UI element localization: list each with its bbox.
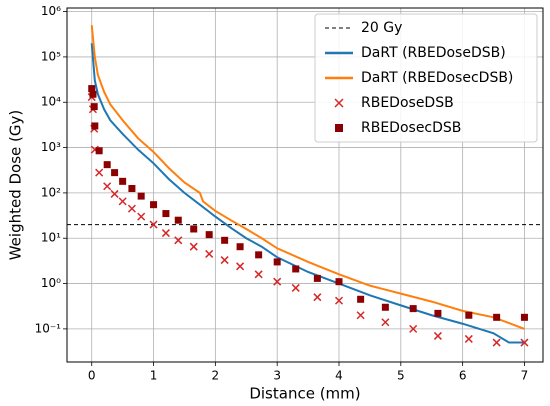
square-marker	[205, 231, 213, 239]
plot-area	[67, 25, 543, 347]
y-tick-label: 10⁶	[41, 4, 61, 18]
square-marker	[409, 305, 417, 313]
square-marker	[95, 147, 103, 155]
x-tick-label: 7	[521, 369, 529, 383]
x-marker	[95, 168, 104, 177]
square-marker	[381, 303, 389, 311]
x-axis-label: Distance (mm)	[249, 385, 360, 403]
x-marker	[254, 270, 263, 279]
x-marker	[291, 283, 300, 292]
square-marker	[119, 177, 127, 185]
x-tick-label: 2	[212, 369, 220, 383]
square-marker	[520, 313, 528, 321]
x-marker	[356, 311, 365, 320]
x-marker	[313, 293, 322, 302]
square-marker	[255, 251, 263, 259]
x-marker	[273, 277, 282, 286]
square-marker	[313, 274, 321, 282]
x-marker	[492, 338, 501, 347]
square-marker	[493, 313, 501, 321]
dose-line	[90, 43, 525, 344]
x-marker	[127, 204, 136, 213]
x-marker	[381, 318, 390, 327]
legend-swatch	[335, 124, 343, 132]
square-marker	[162, 210, 170, 218]
x-marker	[137, 212, 146, 221]
square-marker	[128, 185, 136, 193]
legend-label: DaRT (RBEDosecDSB)	[361, 70, 513, 86]
x-marker	[520, 338, 529, 347]
x-marker	[118, 197, 127, 206]
x-marker	[409, 324, 418, 333]
x-marker	[334, 296, 344, 305]
y-axis-label: Weighted Dose (Gy)	[7, 110, 25, 261]
legend-box	[314, 13, 538, 143]
y-tick-label: 10⁰	[41, 276, 61, 290]
legend-label: DaRT (RBEDoseDSB)	[361, 45, 506, 61]
square-marker	[190, 225, 198, 233]
square-marker	[103, 161, 111, 169]
y-tick-label: 10³	[41, 140, 61, 154]
y-tick-label: 10⁵	[41, 49, 61, 63]
x-marker	[464, 334, 473, 343]
legend-label: RBEDosecDSB	[361, 120, 461, 136]
square-marker	[111, 169, 119, 177]
plot-frame	[66, 7, 544, 363]
x-tick-label: 4	[335, 369, 343, 383]
square-marker	[236, 243, 244, 251]
x-marker	[205, 249, 214, 258]
square-marker	[90, 103, 98, 111]
square-marker	[434, 309, 442, 317]
x-marker	[433, 331, 442, 340]
x-tick-label: 1	[150, 369, 158, 383]
y-tick-label: 10⁻¹	[35, 321, 62, 335]
square-marker	[465, 311, 473, 319]
square-marker	[150, 201, 158, 209]
square-marker	[91, 122, 99, 130]
square-marker	[292, 265, 300, 273]
x-marker	[189, 242, 198, 251]
x-tick-label: 5	[397, 369, 405, 383]
x-marker	[220, 256, 229, 265]
x-marker	[236, 262, 245, 271]
x-tick-label: 6	[459, 369, 467, 383]
x-marker	[103, 182, 112, 191]
y-tick-label: 10¹	[41, 231, 61, 245]
legend-label: 20 Gy	[361, 20, 402, 36]
x-marker	[110, 189, 119, 198]
square-marker	[88, 85, 96, 93]
square-marker	[137, 192, 145, 200]
legend-label: RBEDoseDSB	[361, 95, 454, 111]
square-marker	[335, 278, 343, 286]
dose-line	[90, 25, 525, 330]
x-tick-label: 3	[273, 369, 281, 383]
square-marker	[357, 295, 365, 303]
square-marker	[174, 216, 182, 224]
y-tick-label: 10⁴	[41, 95, 61, 109]
square-marker	[273, 258, 281, 266]
square-marker	[89, 90, 97, 98]
legend-swatch	[334, 98, 344, 108]
x-marker	[149, 220, 158, 229]
y-tick-label: 10²	[41, 185, 61, 199]
square-marker	[221, 236, 229, 244]
x-marker	[161, 229, 170, 238]
x-tick-label: 0	[88, 369, 96, 383]
x-marker	[174, 236, 183, 245]
